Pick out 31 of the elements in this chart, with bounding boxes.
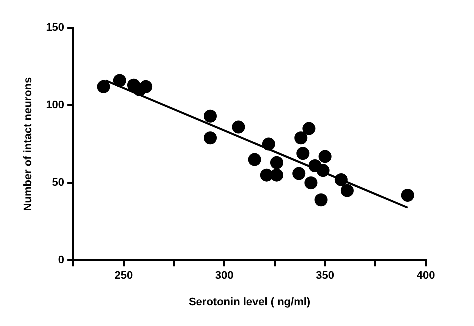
point	[340, 184, 354, 198]
point	[248, 153, 262, 166]
x-tick-label: 400	[416, 270, 436, 282]
x-tick-label: 300	[215, 270, 234, 282]
x-tick-label: 250	[114, 270, 134, 282]
point	[270, 156, 284, 170]
point	[304, 176, 318, 190]
point	[302, 122, 316, 136]
point	[232, 120, 246, 134]
point	[316, 164, 330, 178]
x-tick-label: 350	[316, 270, 334, 282]
point	[262, 138, 276, 151]
point	[294, 132, 308, 145]
x-axis-title: Serotonin level ( ng/ml)	[188, 296, 311, 308]
point	[113, 74, 126, 88]
point	[140, 80, 153, 94]
y-tick-label: 0	[58, 254, 65, 267]
point	[334, 173, 348, 186]
point	[204, 110, 218, 123]
point	[296, 147, 310, 160]
y-tick-label: 50	[52, 177, 65, 190]
y-tick-label: 100	[46, 100, 65, 112]
point	[318, 150, 332, 164]
point	[292, 167, 306, 180]
y-axis-title: Number of intact neurons	[22, 77, 35, 212]
point	[97, 80, 110, 94]
point	[204, 132, 218, 145]
y-tick-label: 150	[46, 22, 65, 34]
point	[270, 168, 284, 182]
point	[314, 194, 328, 207]
point	[401, 188, 414, 202]
